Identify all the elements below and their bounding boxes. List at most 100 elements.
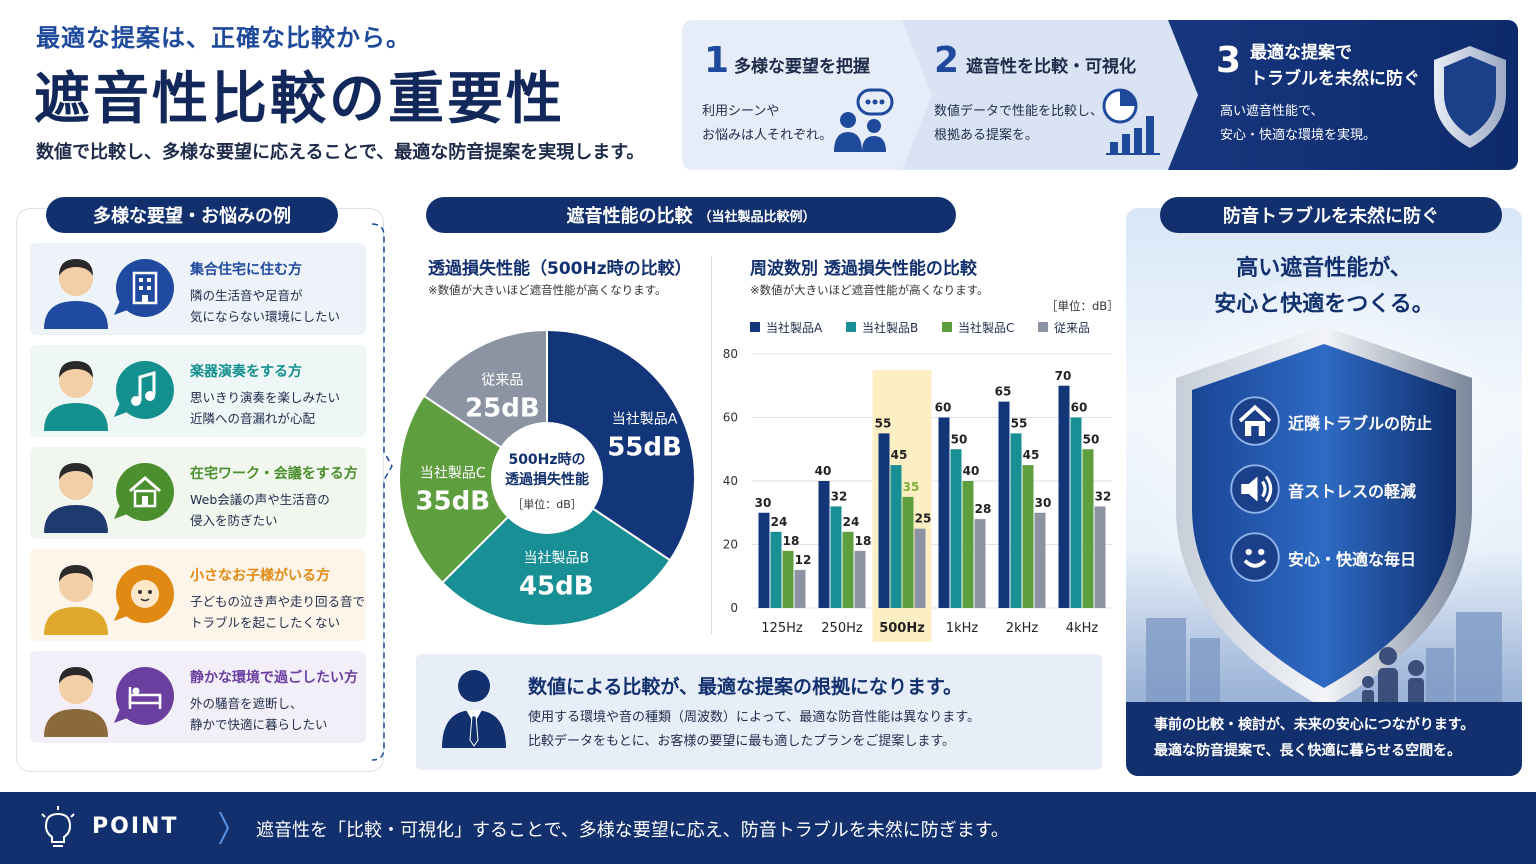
- person-avatar: [44, 361, 108, 431]
- pie-value: 35dB: [415, 486, 490, 516]
- bar-value-label: 70: [1055, 369, 1072, 383]
- bar-value-label: 65: [995, 385, 1012, 399]
- need-card: 楽器演奏をする方 思いきり演奏を楽しみたい 近隣への音漏れが心配: [30, 345, 366, 437]
- bar-value-label: 30: [755, 496, 772, 510]
- bar: [854, 550, 866, 608]
- benefit-item: 近隣トラブルの防止: [1230, 396, 1450, 446]
- bar-value-label: 35: [903, 480, 920, 494]
- need-desc: 近隣への音漏れが心配: [190, 411, 316, 426]
- steps-banner: 1 多様な要望を把握 利用シーンや お悩みは人それぞれ。 2 遮音性を比較・可視…: [682, 20, 1518, 170]
- bar: [1010, 433, 1022, 608]
- legend-label: 当社製品B: [862, 320, 918, 335]
- smile-icon: [1230, 532, 1280, 582]
- house-icon: [1230, 396, 1280, 446]
- y-tick-label: 0: [730, 601, 738, 615]
- bar-value-label: 40: [963, 464, 980, 478]
- x-tick-label: 2kHz: [1006, 621, 1039, 636]
- message-title: 数値による比較が、最適な提案の根拠になります。: [528, 676, 963, 698]
- need-desc: 気にならない環境にしたい: [190, 309, 341, 324]
- bar: [782, 550, 794, 608]
- bar-value-label: 12: [795, 553, 812, 567]
- bar: [818, 481, 830, 608]
- message-line: 使用する環境や音の種類（周波数）によって、最適な防音性能は異なります。: [528, 710, 981, 725]
- bar: [962, 481, 974, 608]
- bracket-connector: [371, 223, 393, 761]
- x-tick-label: 250Hz: [821, 621, 863, 636]
- bar: [938, 417, 950, 608]
- step-title: 最適な提案で: [1250, 43, 1352, 63]
- pie-center: [491, 422, 603, 534]
- legend-swatch: [750, 322, 760, 332]
- bar: [878, 433, 890, 608]
- step-title: トラブルを未然に防ぐ: [1250, 69, 1420, 89]
- bar-value-label: 32: [831, 489, 848, 503]
- footer-bar: POINT 遮音性を「比較・可視化」することで、多様な要望に応え、防音トラブルを…: [0, 792, 1536, 864]
- bar-unit: ［単位：dB］: [1046, 299, 1119, 313]
- legend-swatch: [1038, 322, 1048, 332]
- need-desc: 子どもの泣き声や走り回る音で: [190, 594, 366, 609]
- benefit-label: 音ストレスの軽減: [1288, 482, 1417, 501]
- pie-label: 当社製品C: [420, 465, 486, 481]
- benefit-label: 近隣トラブルの防止: [1288, 414, 1433, 433]
- need-title: 集合住宅に住む方: [190, 262, 302, 278]
- step-title: 遮音性を比較・可視化: [966, 57, 1136, 77]
- step-number: 3: [1216, 40, 1242, 81]
- x-tick-label: 1kHz: [946, 621, 979, 636]
- businessman-icon: [442, 670, 506, 748]
- bar-title: 周波数別 透過損失性能の比較: [750, 259, 977, 279]
- step-3: 3 最適な提案で トラブルを未然に防ぐ 高い遮音性能で、 安心・快適な環境を実現…: [1168, 20, 1518, 170]
- pie-label: 当社製品A: [612, 411, 678, 427]
- right-footer-line: 最適な防音提案で、長く快適に暮らせる空間を。: [1154, 743, 1462, 759]
- footer-label: POINT: [92, 814, 179, 839]
- pie-label: 従来品: [481, 372, 523, 388]
- speaker-icon: [1230, 464, 1280, 514]
- comparison-heading-note: （当社製品比較例）: [698, 209, 816, 225]
- need-card: 集合住宅に住む方 隣の生活音や足音が気にならない環境にしたい: [30, 243, 366, 335]
- x-tick-label: 500Hz: [879, 621, 925, 636]
- bar-value-label: 40: [815, 464, 832, 478]
- step-2: 2 遮音性を比較・可視化 数値データで性能を比較し、 根拠ある提案を。: [902, 20, 1202, 170]
- legend-label: 当社製品C: [958, 320, 1014, 335]
- pie-slice: [400, 394, 549, 585]
- baby-icon: [114, 565, 174, 623]
- bar: [770, 531, 782, 608]
- need-card: 小さなお子様がいる方 子どもの泣き声や走り回る音で トラブルを起こしたくない: [30, 549, 366, 641]
- y-tick-label: 60: [723, 411, 738, 425]
- bar: [758, 512, 770, 608]
- needs-heading: 多様な要望・お悩みの例: [46, 197, 338, 233]
- benefit-item: 音ストレスの軽減: [1230, 464, 1450, 514]
- need-desc: 思いきり演奏を楽しみたい: [190, 390, 341, 405]
- step-desc: 数値データで性能を比較し、: [934, 104, 1104, 119]
- bar-value-label: 30: [1035, 496, 1052, 510]
- prevention-heading: 防音トラブルを未然に防ぐ: [1160, 197, 1502, 233]
- y-tick-label: 20: [723, 538, 738, 552]
- bar-value-label: 18: [855, 534, 872, 548]
- bar: [842, 531, 854, 608]
- bar: [1034, 512, 1046, 608]
- bar: [914, 528, 926, 608]
- step-desc: 安心・快適な環境を実現。: [1220, 128, 1377, 143]
- shield-icon: [1434, 46, 1506, 148]
- bar: [1070, 417, 1082, 608]
- pie-label: 当社製品B: [523, 550, 589, 566]
- step-desc: お悩みは人それぞれ。: [702, 128, 833, 143]
- page-title: 遮音性比較の重要性: [34, 67, 565, 132]
- legend-label: 従来品: [1054, 321, 1090, 335]
- need-desc: 侵入を防ぎたい: [190, 513, 278, 528]
- divider: [711, 256, 712, 634]
- pie-center-text: 500Hz時の: [508, 451, 585, 468]
- right-footer: 事前の比較・検討が、未来の安心につながります。 最適な防音提案で、長く快適に暮ら…: [1126, 702, 1522, 776]
- pie-slice: [440, 476, 672, 627]
- step-number: 1: [704, 40, 730, 81]
- bar: [890, 465, 902, 608]
- bar-value-label: 28: [975, 502, 992, 516]
- y-tick-label: 40: [723, 474, 738, 488]
- need-card: 在宅ワーク・会議をする方 Web会議の声や生活音の 侵入を防ぎたい: [30, 447, 366, 539]
- step-title: 多様な要望を把握: [734, 57, 870, 77]
- bar-value-label: 32: [1095, 489, 1112, 503]
- legend-label: 当社製品A: [766, 320, 823, 335]
- bar-value-label: 55: [875, 416, 892, 430]
- x-tick-label: 125Hz: [761, 621, 803, 636]
- need-desc: 隣の生活音や足音が: [190, 288, 303, 303]
- chevron-right-icon: [219, 811, 230, 845]
